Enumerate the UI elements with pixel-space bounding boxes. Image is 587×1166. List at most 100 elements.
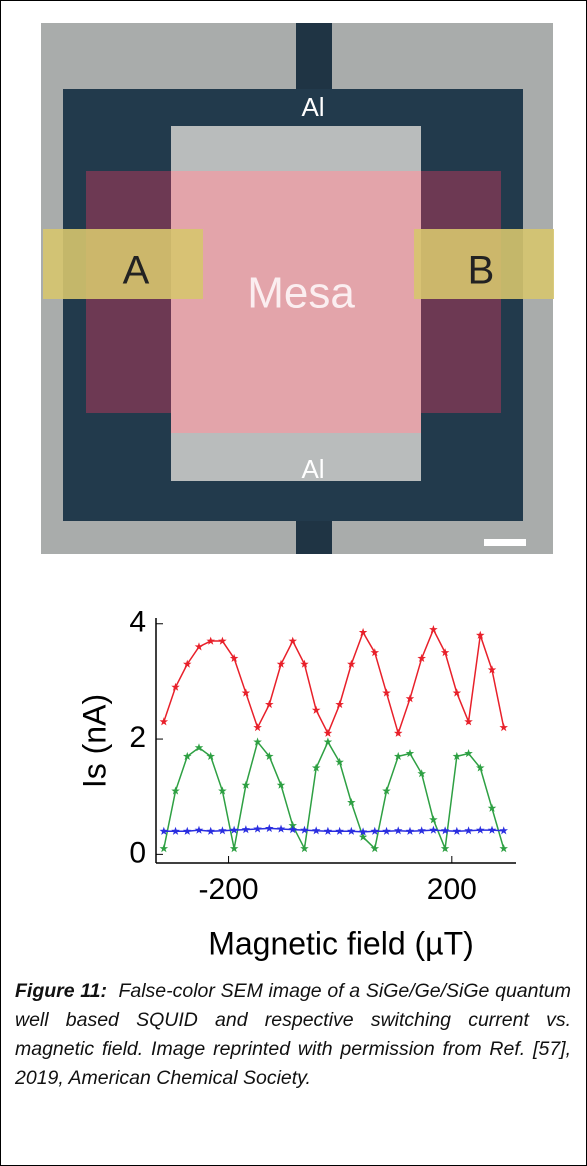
data-point bbox=[487, 665, 497, 674]
image-label: Mesa bbox=[247, 269, 355, 318]
data-point bbox=[335, 757, 344, 766]
data-point bbox=[347, 798, 356, 807]
data-point bbox=[265, 700, 274, 709]
data-point bbox=[487, 825, 497, 834]
y-tick-label: 0 bbox=[129, 836, 146, 869]
data-point bbox=[417, 653, 426, 662]
data-point bbox=[358, 827, 368, 836]
data-point bbox=[452, 826, 462, 835]
data-point bbox=[253, 737, 262, 746]
data-point bbox=[464, 749, 473, 758]
data-point bbox=[229, 825, 239, 834]
series-line bbox=[163, 827, 504, 833]
data-point bbox=[370, 826, 380, 835]
data-point bbox=[311, 826, 321, 835]
data-point bbox=[476, 763, 485, 772]
caption-text: False-color SEM image of a SiGe/Ge/SiGe … bbox=[15, 980, 571, 1089]
data-point bbox=[288, 821, 297, 830]
data-point bbox=[394, 826, 403, 835]
data-point bbox=[358, 627, 368, 637]
data-point bbox=[253, 824, 262, 833]
image-label: Al bbox=[301, 454, 324, 484]
data-point bbox=[476, 825, 485, 834]
data-point bbox=[159, 826, 169, 835]
data-point bbox=[159, 717, 169, 726]
data-point bbox=[311, 763, 321, 772]
data-point bbox=[464, 717, 473, 726]
data-point bbox=[394, 728, 403, 737]
data-point bbox=[288, 636, 297, 645]
data-point bbox=[476, 630, 485, 639]
data-point bbox=[276, 659, 286, 668]
data-point bbox=[487, 803, 497, 812]
data-point bbox=[499, 826, 508, 835]
data-point bbox=[229, 653, 239, 662]
data-point bbox=[452, 688, 462, 697]
data-point bbox=[171, 826, 180, 835]
y-tick-label: 2 bbox=[129, 721, 146, 754]
data-point bbox=[206, 636, 215, 645]
data-point bbox=[265, 823, 274, 833]
data-point bbox=[452, 751, 462, 760]
x-tick-label: 200 bbox=[427, 873, 477, 906]
data-point bbox=[440, 844, 450, 853]
series-line bbox=[163, 627, 505, 736]
data-point bbox=[347, 826, 356, 835]
data-point bbox=[323, 826, 333, 835]
data-point bbox=[323, 728, 333, 737]
data-point bbox=[276, 780, 286, 789]
caption: Figure 11: False-color SEM image of a Si… bbox=[15, 977, 571, 1093]
data-point bbox=[440, 826, 450, 835]
data-point bbox=[276, 824, 286, 833]
data-point bbox=[382, 826, 391, 835]
data-point bbox=[253, 723, 262, 732]
data-point bbox=[171, 786, 180, 795]
data-point bbox=[429, 825, 438, 834]
data-point bbox=[206, 751, 215, 760]
data-point bbox=[265, 751, 274, 760]
y-tick-label: 4 bbox=[129, 606, 146, 639]
data-point bbox=[194, 825, 204, 834]
data-point bbox=[429, 625, 438, 634]
data-point bbox=[405, 826, 415, 835]
data-point bbox=[241, 780, 251, 789]
data-point bbox=[288, 825, 297, 834]
x-axis-label: Magnetic field (µT) bbox=[208, 925, 474, 961]
data-point bbox=[229, 844, 239, 853]
data-point bbox=[499, 723, 508, 732]
image-label: Al bbox=[301, 92, 324, 122]
data-point bbox=[218, 636, 227, 645]
data-point bbox=[382, 786, 391, 795]
data-point bbox=[417, 826, 426, 835]
data-point bbox=[194, 642, 204, 651]
sem-image: Al Al A B Mesa bbox=[41, 23, 554, 554]
data-point bbox=[499, 844, 508, 853]
data-point bbox=[335, 700, 344, 709]
data-point bbox=[300, 659, 309, 668]
data-point bbox=[183, 659, 192, 668]
data-point bbox=[440, 648, 450, 657]
data-point bbox=[405, 694, 415, 703]
data-point bbox=[300, 825, 309, 834]
data-point bbox=[347, 659, 356, 668]
data-point bbox=[218, 826, 227, 835]
data-point bbox=[417, 769, 426, 778]
y-axis-label: Is (nA) bbox=[76, 694, 112, 788]
data-point bbox=[241, 825, 251, 834]
data-point bbox=[183, 751, 192, 760]
data-point bbox=[311, 705, 321, 714]
data-point bbox=[241, 688, 251, 697]
series-line bbox=[163, 740, 505, 852]
data-point bbox=[464, 826, 473, 835]
data-point bbox=[171, 682, 180, 691]
data-point bbox=[194, 743, 204, 752]
data-point bbox=[370, 648, 380, 657]
data-point bbox=[300, 844, 309, 853]
x-tick-label: -200 bbox=[199, 873, 259, 906]
caption-label: Figure 11: bbox=[15, 980, 108, 1002]
data-point bbox=[159, 844, 169, 853]
data-point bbox=[394, 751, 403, 760]
image-label: B bbox=[468, 249, 495, 293]
data-point bbox=[405, 749, 415, 758]
